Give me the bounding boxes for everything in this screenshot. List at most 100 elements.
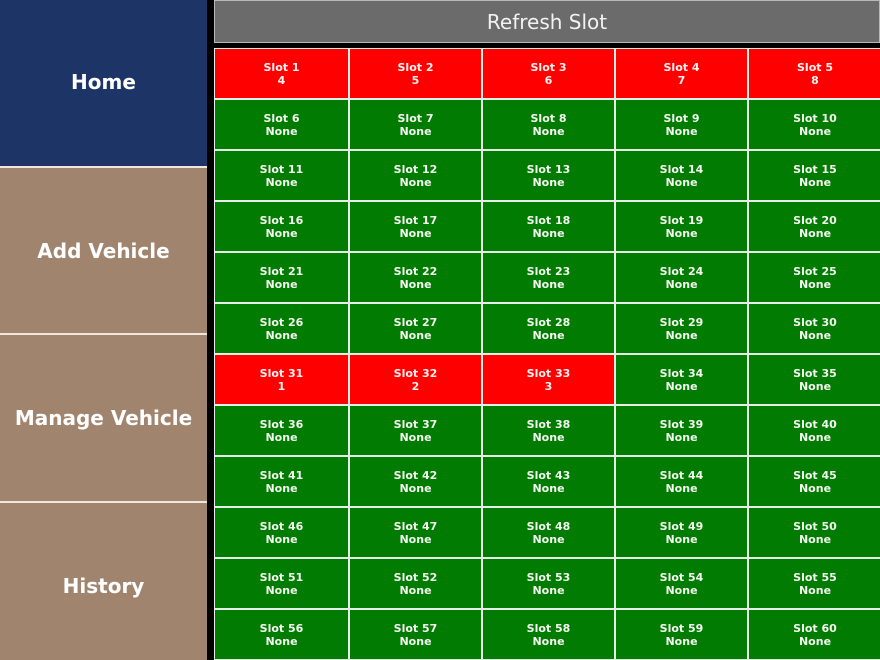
slot-name: Slot 3 (530, 60, 567, 74)
parking-slot[interactable]: Slot 29 None (616, 304, 747, 353)
parking-slot[interactable]: Slot 7 None (350, 100, 481, 149)
parking-slot[interactable]: Slot 36 None (215, 406, 348, 455)
parking-slot[interactable]: Slot 9 None (616, 100, 747, 149)
slot-name: Slot 6 (263, 111, 300, 125)
parking-slot[interactable]: Slot 23 None (483, 253, 614, 302)
parking-slot[interactable]: Slot 22 None (350, 253, 481, 302)
refresh-slot-button[interactable]: Refresh Slot (214, 0, 880, 43)
slot-vehicle-value: None (798, 481, 832, 495)
slot-vehicle-value: None (532, 481, 565, 495)
slot-vehicle-value: None (665, 226, 698, 240)
parking-slot[interactable]: Slot 43 None (483, 457, 614, 506)
parking-slot[interactable]: Slot 20 None (749, 202, 880, 251)
parking-slot[interactable]: Slot 18 None (483, 202, 614, 251)
slot-name: Slot 44 (659, 468, 704, 482)
slot-vehicle-value: None (665, 430, 698, 444)
slot-vehicle-value: 8 (811, 73, 819, 87)
slot-vehicle-value: None (665, 328, 698, 342)
slot-name: Slot 46 (259, 519, 304, 533)
slot-name: Slot 5 (797, 60, 833, 74)
slot-name: Slot 38 (526, 417, 571, 431)
parking-slot[interactable]: Slot 46 None (215, 508, 348, 557)
slot-name: Slot 37 (393, 417, 438, 431)
sidebar-item-home[interactable]: Home (0, 0, 207, 166)
parking-slot[interactable]: Slot 19 None (616, 202, 747, 251)
parking-slot[interactable]: Slot 41 None (215, 457, 348, 506)
parking-slot[interactable]: Slot 49 None (616, 508, 747, 557)
parking-slot[interactable]: Slot 59 None (616, 610, 747, 659)
parking-slot[interactable]: Slot 25 None (749, 253, 880, 302)
slot-name: Slot 18 (526, 213, 571, 227)
parking-slot[interactable]: Slot 12 None (350, 151, 481, 200)
sidebar-item-add-vehicle[interactable]: Add Vehicle (0, 168, 207, 333)
slot-vehicle-value: None (798, 175, 832, 189)
parking-slot[interactable]: Slot 56 None (215, 610, 348, 659)
slot-name: Slot 25 (793, 264, 837, 278)
parking-slot[interactable]: Slot 45 None (749, 457, 880, 506)
parking-slot[interactable]: Slot 14 None (616, 151, 747, 200)
slot-name: Slot 14 (659, 162, 704, 176)
slot-vehicle-value: None (665, 634, 698, 648)
parking-slot[interactable]: Slot 21 None (215, 253, 348, 302)
parking-slot[interactable]: Slot 54 None (616, 559, 747, 608)
parking-slot[interactable]: Slot 28 None (483, 304, 614, 353)
sidebar-item-manage-vehicle[interactable]: Manage Vehicle (0, 335, 207, 501)
sidebar-item-history[interactable]: History (0, 503, 207, 660)
parking-slot[interactable]: Slot 42 None (350, 457, 481, 506)
parking-slot[interactable]: Slot 17 None (350, 202, 481, 251)
slot-name: Slot 16 (259, 213, 304, 227)
parking-slot[interactable]: Slot 50 None (749, 508, 880, 557)
slot-vehicle-value: None (665, 379, 698, 393)
slot-vehicle-value: None (798, 532, 832, 546)
parking-slot[interactable]: Slot 57 None (350, 610, 481, 659)
parking-slot[interactable]: Slot 30 None (749, 304, 880, 353)
parking-slot[interactable]: Slot 6 None (215, 100, 348, 149)
parking-slot[interactable]: Slot 26 None (215, 304, 348, 353)
parking-slot[interactable]: Slot 60 None (749, 610, 880, 659)
parking-slot[interactable]: Slot 53 None (483, 559, 614, 608)
parking-slot[interactable]: Slot 16 None (215, 202, 348, 251)
parking-slot[interactable]: Slot 33 3 (483, 355, 614, 404)
slot-name: Slot 1 (263, 60, 300, 74)
parking-slot[interactable]: Slot 32 2 (350, 355, 481, 404)
parking-slot[interactable]: Slot 10 None (749, 100, 880, 149)
slot-name: Slot 51 (259, 570, 304, 584)
slot-name: Slot 40 (793, 417, 837, 431)
slot-name: Slot 52 (393, 570, 438, 584)
parking-slot[interactable]: Slot 51 None (215, 559, 348, 608)
slot-vehicle-value: 4 (277, 73, 286, 87)
parking-slot[interactable]: Slot 40 None (749, 406, 880, 455)
parking-slot[interactable]: Slot 58 None (483, 610, 614, 659)
parking-slot[interactable]: Slot 44 None (616, 457, 747, 506)
parking-slot[interactable]: Slot 35 None (749, 355, 880, 404)
sidebar-item-label: History (62, 573, 145, 598)
slot-name: Slot 57 (393, 621, 438, 635)
parking-slot[interactable]: Slot 48 None (483, 508, 614, 557)
parking-slot[interactable]: Slot 13 None (483, 151, 614, 200)
parking-slot[interactable]: Slot 8 None (483, 100, 614, 149)
parking-slot[interactable]: Slot 27 None (350, 304, 481, 353)
slot-vehicle-value: None (798, 124, 832, 138)
parking-slot[interactable]: Slot 31 1 (215, 355, 348, 404)
slot-name: Slot 39 (659, 417, 704, 431)
parking-slot[interactable]: Slot 47 None (350, 508, 481, 557)
slot-name: Slot 42 (393, 468, 438, 482)
slot-name: Slot 8 (530, 111, 567, 125)
parking-slot[interactable]: Slot 34 None (616, 355, 747, 404)
parking-slot[interactable]: Slot 38 None (483, 406, 614, 455)
parking-slot[interactable]: Slot 52 None (350, 559, 481, 608)
slot-vehicle-value: None (399, 634, 432, 648)
parking-slot[interactable]: Slot 39 None (616, 406, 747, 455)
parking-slot[interactable]: Slot 37 None (350, 406, 481, 455)
parking-slot[interactable]: Slot 24 None (616, 253, 747, 302)
parking-slot[interactable]: Slot 11 None (215, 151, 348, 200)
parking-slot[interactable]: Slot 55 None (749, 559, 880, 608)
slot-name: Slot 17 (393, 213, 438, 227)
parking-slot[interactable]: Slot 15 None (749, 151, 880, 200)
